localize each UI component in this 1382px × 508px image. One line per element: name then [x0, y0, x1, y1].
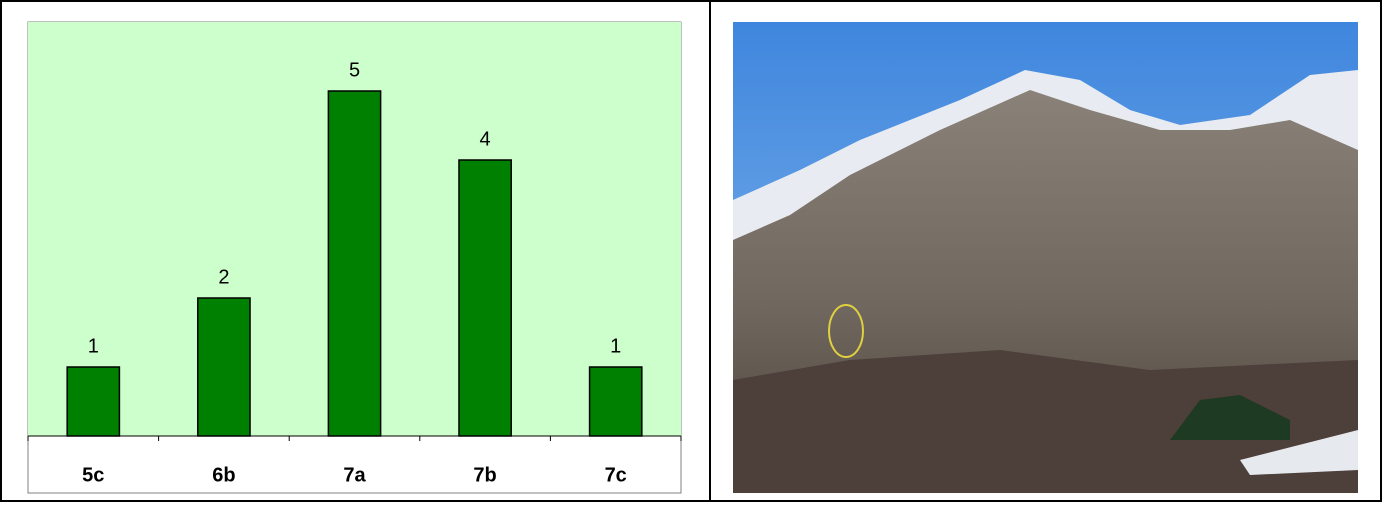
bar: [327, 90, 382, 437]
x-tick-label: 7b: [473, 464, 496, 486]
data-label: 5: [349, 59, 360, 81]
x-tick-label: 7c: [605, 464, 627, 486]
data-label: 4: [480, 128, 491, 150]
x-tick-label: 5c: [82, 464, 104, 486]
photo: [733, 22, 1358, 493]
bar: [588, 366, 643, 437]
bar: [458, 159, 512, 437]
x-tick-label: 7a: [343, 464, 366, 486]
bar: [66, 366, 121, 437]
data-label: 2: [218, 266, 229, 288]
data-label: 1: [88, 335, 99, 357]
bar: [197, 297, 251, 437]
x-tick-label: 6b: [212, 464, 235, 486]
data-label: 1: [610, 335, 621, 357]
